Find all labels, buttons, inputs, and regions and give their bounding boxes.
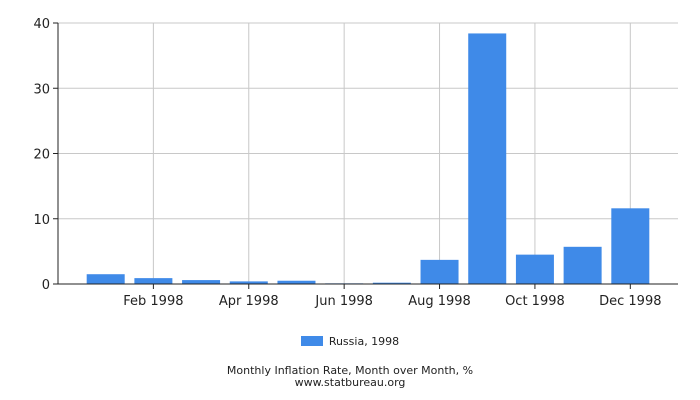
x-tick-label: Apr 1998 — [219, 294, 279, 309]
bar-sep-1998 — [468, 33, 507, 284]
bar-mar-1998 — [182, 280, 221, 284]
bar-oct-1998 — [515, 254, 554, 284]
y-tick-label: 30 — [33, 82, 50, 97]
bar-jul-1998 — [372, 282, 411, 284]
x-tick-label: Oct 1998 — [505, 294, 565, 309]
legend-swatch — [300, 336, 323, 346]
bar-may-1998 — [277, 280, 316, 284]
y-tick-label: 40 — [33, 17, 50, 32]
legend-label: Russia, 1998 — [328, 334, 400, 348]
x-tick-label: Jun 1998 — [314, 294, 373, 309]
bar-nov-1998 — [563, 246, 602, 284]
bar-apr-1998 — [229, 281, 268, 284]
y-tick-label: 0 — [42, 278, 50, 293]
source-link[interactable]: www.statbureau.org — [294, 376, 406, 389]
x-tick-label: Feb 1998 — [123, 294, 183, 309]
legend: Russia, 1998 — [0, 332, 700, 350]
bars — [86, 33, 650, 284]
y-axis-ticks: 0 10 20 30 40 — [33, 17, 58, 293]
bar-aug-1998 — [420, 259, 459, 284]
bar-chart: 0 10 20 30 40 Feb 1998 Apr 1998 Jun 1998 Aug 19… — [33, 17, 678, 309]
y-tick-label: 10 — [33, 213, 50, 228]
bar-jan-1998 — [86, 274, 125, 284]
grid-lines — [58, 22, 678, 284]
x-tick-label: Dec 1998 — [599, 294, 661, 309]
bar-feb-1998 — [134, 278, 173, 284]
bar-dec-1998 — [611, 208, 650, 284]
x-axis-ticks: Feb 1998 Apr 1998 Jun 1998 Aug 1998 Oct 1998… — [123, 284, 661, 309]
chart-title: Monthly Inflation Rate, Month over Month… — [226, 364, 474, 377]
x-tick-label: Aug 1998 — [408, 294, 471, 309]
y-tick-label: 20 — [33, 148, 50, 163]
